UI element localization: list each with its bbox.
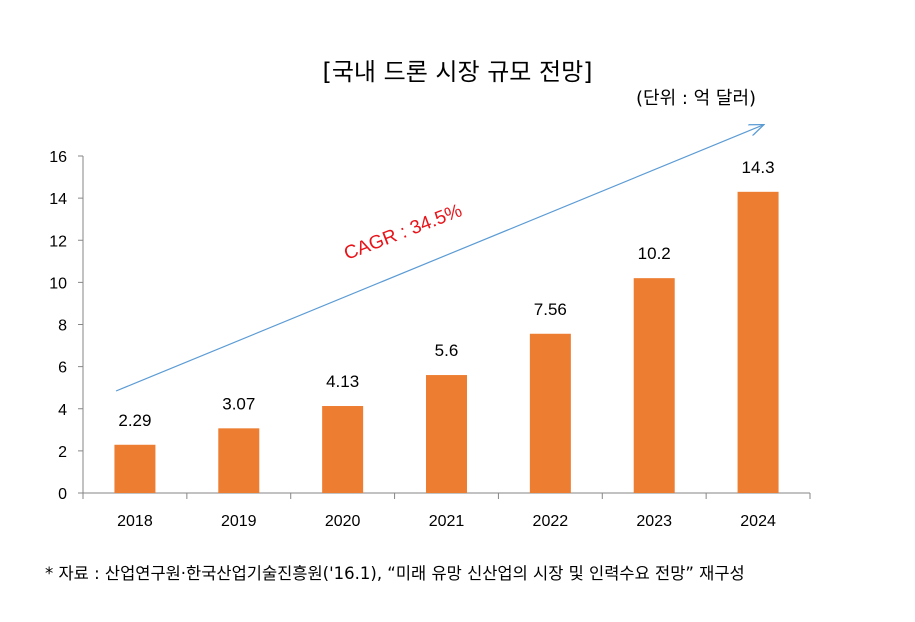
x-tick-label: 2021	[429, 513, 465, 530]
cagr-trend-arrow	[115, 125, 763, 392]
data-label-2021: 5.6	[435, 341, 459, 360]
bar-2023	[633, 278, 675, 493]
data-label-2020: 4.13	[326, 372, 359, 391]
y-tick-label: 12	[49, 233, 67, 250]
chart-title: [국내 드론 시장 규모 전망]	[322, 58, 593, 86]
bar-2021	[426, 375, 467, 493]
data-label-2022: 7.56	[534, 300, 567, 319]
y-axis: 0 2 4 6 8 10 12 14 16	[49, 149, 84, 503]
y-tick-label: 4	[58, 402, 67, 419]
bar-2020	[322, 406, 364, 493]
x-axis: 2018 2019 2020 2021 2022 2023 2024	[82, 492, 811, 530]
y-tick-label: 2	[58, 444, 67, 461]
y-tick-label: 16	[49, 149, 67, 166]
source-note: * 자료 : 산업연구원·한국산업기술진흥원('16.1), “미래 유망 신산…	[45, 564, 745, 583]
bar-2018	[114, 444, 156, 493]
y-tick-label: 10	[49, 275, 67, 292]
x-tick-label: 2023	[636, 513, 672, 530]
x-tick-label: 2022	[533, 513, 569, 530]
y-tick-label: 8	[58, 318, 67, 335]
x-tick-label: 2024	[740, 513, 776, 530]
unit-label: (단위 : 억 달러)	[636, 88, 757, 109]
bar-series	[114, 191, 779, 493]
data-label-2023: 10.2	[638, 244, 671, 263]
y-tick-label: 14	[49, 191, 67, 208]
data-labels: 2.29 3.07 4.13 5.6 7.56 10.2 14.3	[118, 158, 774, 430]
data-label-2018: 2.29	[118, 411, 151, 430]
y-tick-label: 0	[58, 486, 67, 503]
y-tick-label: 6	[58, 360, 67, 377]
x-tick-label: 2020	[325, 513, 361, 530]
data-label-2024: 14.3	[742, 158, 775, 177]
bar-2022	[529, 333, 571, 493]
x-tick-label: 2018	[117, 513, 153, 530]
x-tick-label: 2019	[221, 513, 257, 530]
data-label-2019: 3.07	[222, 394, 255, 413]
bar-2024	[737, 191, 779, 493]
bar-2019	[218, 428, 260, 493]
